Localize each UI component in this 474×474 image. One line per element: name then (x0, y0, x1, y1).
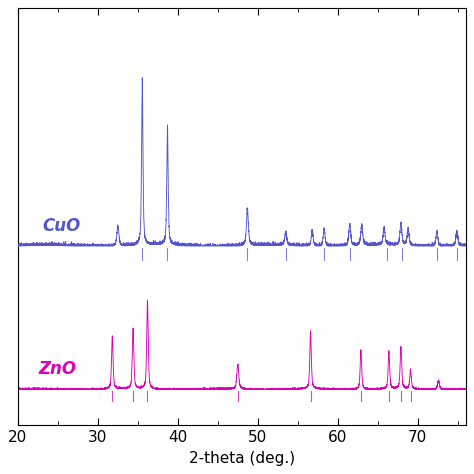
X-axis label: 2-theta (deg.): 2-theta (deg.) (189, 451, 295, 465)
Text: ZnO: ZnO (38, 360, 76, 378)
Text: CuO: CuO (42, 217, 80, 235)
